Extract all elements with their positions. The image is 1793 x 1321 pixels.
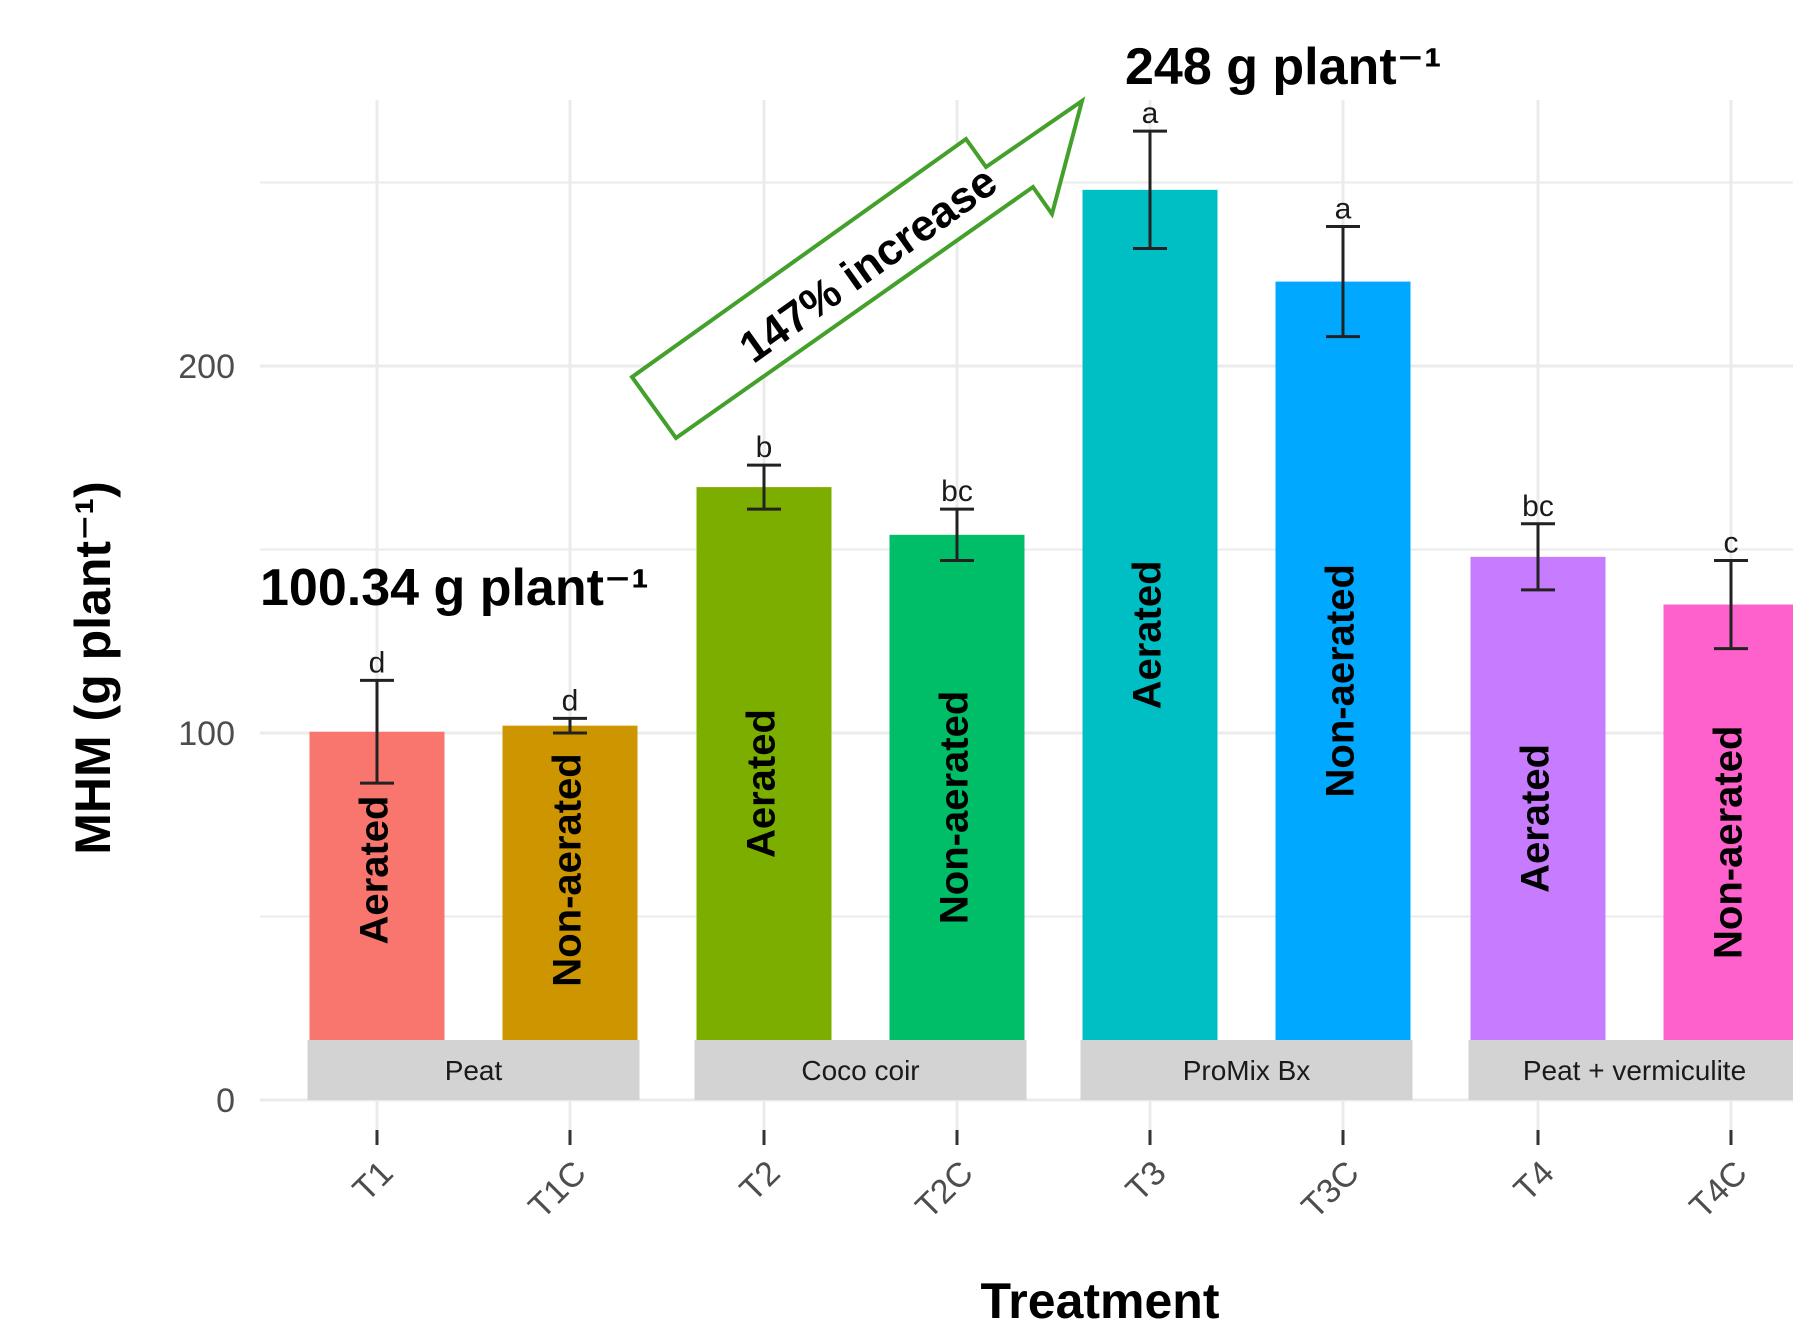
group-strip	[1468, 1040, 1793, 1100]
x-tick-label-T3: T3	[1119, 1154, 1174, 1209]
bar-T3C	[1275, 281, 1411, 1101]
group-label-3: Peat + vermiculite	[1523, 1055, 1746, 1086]
x-tick-label-T1C: T1C	[521, 1154, 593, 1226]
group-strip	[694, 1040, 1027, 1100]
x-axis-title: Treatment	[981, 1273, 1220, 1321]
significance-letter: bc	[941, 475, 973, 508]
bar-label: Non-aerated	[1707, 726, 1751, 959]
significance-letter: bc	[1522, 490, 1554, 523]
bar-texts: d Aerated d Non-aerated b Aerated bc Non-aerate…	[353, 97, 1751, 987]
group-strips: Peat Coco coir ProMix Bx Peat + vermiculite	[307, 1040, 1793, 1100]
x-axis-ticks: T1 T1C T2 T2C T3 T3C T4 T4C	[346, 1130, 1755, 1226]
x-tick-label-T4C: T4C	[1682, 1154, 1754, 1226]
increase-arrow: 147% increase	[629, 96, 1086, 441]
y-tick-label: 200	[178, 348, 235, 386]
significance-letter: d	[369, 646, 386, 679]
bar-T2C	[889, 534, 1025, 1100]
bar-T4	[1470, 556, 1606, 1100]
significance-letter: d	[562, 684, 579, 717]
bars	[309, 189, 1793, 1101]
bar-label: Aerated	[740, 709, 784, 858]
low-value-annotation: 100.34 g plant⁻¹	[260, 559, 649, 617]
x-tick-label-T2: T2	[733, 1154, 788, 1209]
group-label-0: Peat	[445, 1055, 503, 1086]
significance-letter: b	[756, 431, 773, 464]
bar-T1	[309, 731, 445, 1100]
bar-label: Aerated	[353, 796, 397, 945]
increase-arrow-label: 147% increase	[731, 157, 1006, 373]
group-strip	[1080, 1040, 1413, 1100]
high-value-annotation: 248 g plant⁻¹	[1125, 38, 1441, 96]
significance-letter: c	[1724, 527, 1739, 560]
group-strip	[307, 1040, 640, 1100]
group-label-1: Coco coir	[801, 1055, 919, 1086]
error-bars	[360, 129, 1748, 785]
bar-T3	[1082, 189, 1218, 1101]
significance-letter: a	[1335, 193, 1352, 226]
x-tick-label-T4: T4	[1507, 1154, 1562, 1209]
group-label-2: ProMix Bx	[1183, 1055, 1311, 1086]
bar-label: Non-aerated	[546, 753, 590, 986]
x-tick-label-T2C: T2C	[908, 1154, 980, 1226]
bar-T1C	[502, 725, 638, 1100]
bar-T4C	[1663, 604, 1793, 1100]
x-tick-label-T1: T1	[346, 1154, 401, 1209]
bar-label: Aerated	[1514, 744, 1558, 893]
bar-T2	[696, 487, 832, 1100]
y-axis-ticks: 0 100 200	[178, 348, 235, 1120]
y-tick-label: 100	[178, 715, 235, 753]
bar-label: Non-aerated	[933, 691, 977, 924]
increase-arrow-shape	[629, 96, 1086, 441]
bar-label: Non-aerated	[1319, 564, 1363, 797]
significance-letter: a	[1142, 97, 1159, 130]
x-tick-label-T3C: T3C	[1294, 1154, 1366, 1226]
y-tick-label: 0	[216, 1082, 235, 1120]
y-axis-title: MHM (g plant⁻¹)	[65, 481, 121, 855]
bar-label: Aerated	[1126, 560, 1170, 709]
